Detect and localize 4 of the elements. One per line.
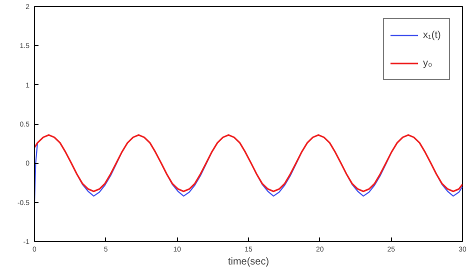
legend-label: x₁(t) [423,30,442,40]
line-series [34,134,462,192]
x-axis-title: time(sec) [228,256,270,268]
legend-label: y₀ [423,58,434,68]
